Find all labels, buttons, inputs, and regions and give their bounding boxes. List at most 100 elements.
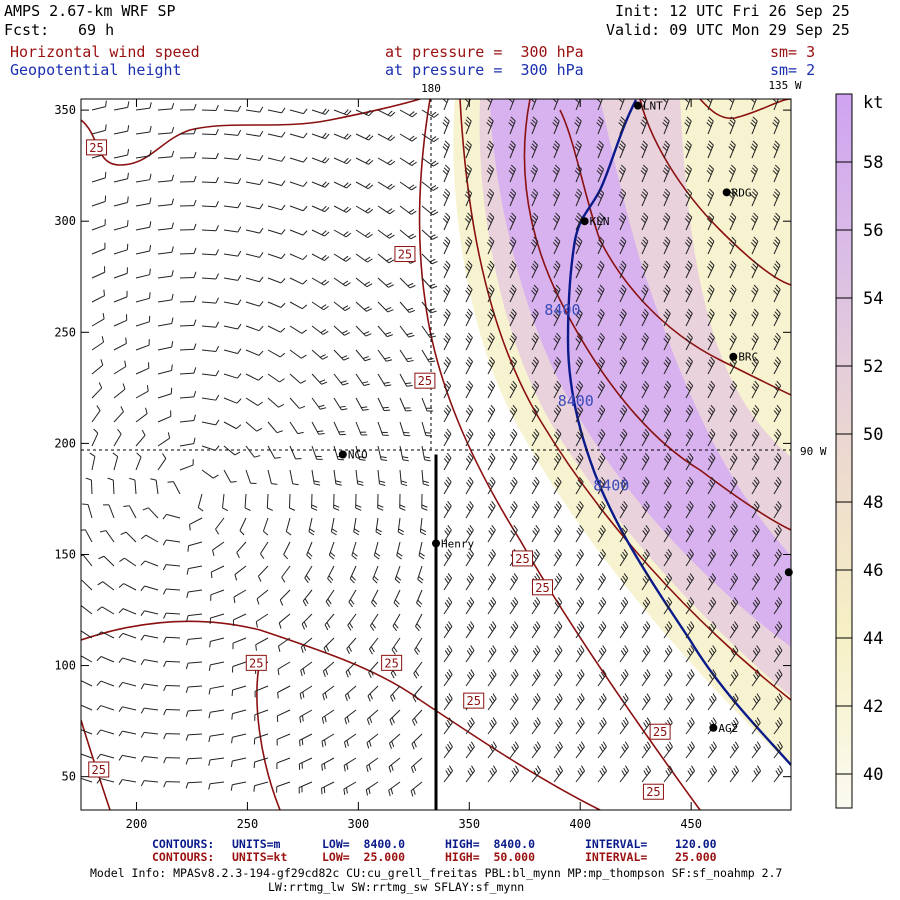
wind-barb: [487, 746, 497, 759]
wind-barb: [773, 313, 781, 327]
wind-barb: [509, 746, 519, 759]
wind-barb: [487, 168, 494, 183]
wind-barb: [685, 529, 694, 543]
wind-barb: [465, 457, 474, 471]
wind-barb-flag: [187, 545, 190, 552]
wind-barb-flag: [406, 385, 413, 387]
wind-barb-flag: [140, 707, 145, 714]
wind-barb-flag: [642, 287, 648, 293]
wind-barb: [100, 778, 115, 783]
wind-barb-flag: [776, 719, 781, 726]
wind-barb: [157, 437, 170, 447]
wind-barb: [333, 349, 345, 361]
wind-barb: [531, 650, 541, 663]
wind-barb-flag: [773, 143, 779, 149]
wind-barb-flag: [532, 335, 538, 341]
wind-barb-flag: [599, 746, 604, 752]
wind-barb-flag: [598, 287, 604, 293]
wind-barb-flag: [708, 602, 713, 608]
wind-barb-flag: [140, 756, 145, 763]
wind-barb-flag: [368, 764, 371, 771]
wind-barb-flag: [662, 122, 668, 127]
wind-barb: [685, 337, 693, 351]
wind-barb-flag: [466, 626, 471, 632]
wind-barb: [443, 361, 451, 375]
wind-barb-flag: [237, 299, 242, 305]
wind-barb: [179, 396, 194, 399]
wind-barb-flag: [487, 434, 493, 440]
wind-barb: [399, 205, 412, 215]
wind-barb: [443, 192, 451, 207]
wind-barb: [245, 109, 260, 113]
wind-barb-flag: [645, 573, 651, 579]
wind-barb: [751, 746, 761, 759]
wind-barb-flag: [388, 259, 395, 264]
wind-barb: [509, 674, 519, 687]
wind-barb-flag: [423, 483, 430, 487]
wind-barb-flag: [277, 692, 279, 699]
wind-barb-flag: [346, 134, 352, 140]
wind-barb: [575, 698, 585, 711]
wind-barb-flag: [685, 167, 691, 173]
field2-smoothing: sm= 2: [770, 61, 816, 79]
wind-barb-flag: [685, 119, 691, 125]
wind-barb-flag: [492, 717, 497, 724]
wind-barb-flag: [171, 270, 174, 277]
wind-barb-flag: [690, 621, 695, 627]
wind-barb-flag: [712, 741, 717, 748]
wind-barb-flag: [443, 167, 449, 173]
wind-barb: [509, 770, 519, 783]
wind-barb: [487, 698, 497, 711]
wind-barb-flag: [330, 551, 336, 557]
wind-barb-flag: [464, 266, 470, 272]
wind-barb-flag: [346, 110, 352, 116]
wind-barb: [509, 698, 519, 711]
wind-barb-flag: [555, 93, 559, 97]
wind-barb-flag: [642, 602, 647, 608]
wind-barb: [619, 192, 627, 207]
wind-barb-flag: [622, 647, 627, 654]
wind-barb-flag: [120, 406, 124, 412]
wind-barb-flag: [302, 668, 306, 675]
wind-barb: [166, 513, 181, 519]
wind-barb-flag: [99, 530, 107, 533]
wind-barb-flag: [580, 693, 585, 699]
wind-barb-flag: [411, 743, 415, 750]
wind-barb-flag: [488, 359, 494, 365]
wind-barb-flag: [446, 404, 452, 411]
wind-barb-flag: [446, 575, 451, 582]
wind-barb: [663, 241, 671, 255]
wind-barb-flag: [751, 338, 757, 344]
wind-barb: [123, 583, 137, 591]
wind-barb-flag: [301, 304, 308, 310]
wind-barb-flag: [532, 116, 538, 122]
wind-barb-flag: [576, 674, 582, 680]
wind-barb-flag: [711, 573, 717, 579]
wind-barb: [641, 217, 649, 231]
wind-barb: [531, 770, 541, 783]
wind-barb-flag: [489, 455, 494, 461]
wind-barb-flag: [688, 599, 693, 606]
wind-barb-flag: [752, 359, 758, 365]
wind-barb: [254, 685, 269, 692]
wind-barb-flag: [230, 784, 233, 791]
wind-barb-flag: [706, 218, 712, 224]
wind-barb-flag: [640, 122, 646, 127]
wind-barb-flag: [318, 404, 325, 408]
wind-barb-flag: [469, 743, 474, 750]
wind-barb-flag: [756, 669, 761, 675]
wind-barb-flag: [149, 292, 151, 299]
wind-barb-flag: [343, 357, 350, 361]
wind-barb-flag: [465, 314, 470, 320]
wind-barb: [327, 565, 335, 579]
wind-barb-flag: [621, 260, 627, 266]
wind-barb-flag: [388, 766, 392, 773]
wind-barb: [465, 505, 474, 519]
wind-barb: [245, 181, 260, 186]
wind-barb: [553, 409, 562, 423]
wind-barb-flag: [555, 698, 560, 704]
wind-barb-flag: [343, 255, 349, 261]
wind-barb-flag: [776, 695, 781, 702]
wind-barb-flag: [512, 380, 518, 387]
wind-barb: [377, 109, 391, 117]
